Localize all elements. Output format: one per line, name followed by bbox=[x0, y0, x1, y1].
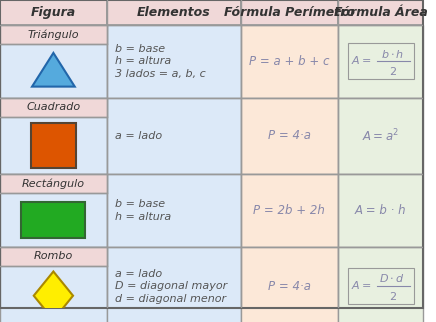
Text: Fórmula Área: Fórmula Área bbox=[334, 6, 427, 19]
Text: Rombo: Rombo bbox=[34, 251, 73, 261]
Text: a = lado: a = lado bbox=[115, 131, 162, 141]
FancyBboxPatch shape bbox=[0, 247, 107, 266]
Text: $A =$: $A =$ bbox=[351, 54, 371, 66]
FancyBboxPatch shape bbox=[21, 202, 85, 238]
Text: Figura: Figura bbox=[31, 6, 76, 19]
FancyBboxPatch shape bbox=[0, 98, 107, 174]
Text: a = lado: a = lado bbox=[115, 269, 162, 279]
FancyBboxPatch shape bbox=[107, 174, 241, 247]
FancyBboxPatch shape bbox=[0, 0, 107, 25]
Text: h = altura: h = altura bbox=[115, 212, 171, 222]
Text: $2$: $2$ bbox=[389, 65, 397, 77]
Text: Triángulo: Triángulo bbox=[27, 29, 79, 40]
Text: 3 lados = a, b, c: 3 lados = a, b, c bbox=[115, 69, 205, 79]
FancyBboxPatch shape bbox=[338, 25, 423, 98]
FancyBboxPatch shape bbox=[347, 43, 413, 80]
Text: Rectángulo: Rectángulo bbox=[22, 178, 85, 189]
Text: $2$: $2$ bbox=[389, 290, 397, 302]
FancyBboxPatch shape bbox=[347, 268, 413, 304]
Text: b = base: b = base bbox=[115, 199, 165, 209]
Text: b = base: b = base bbox=[115, 44, 165, 54]
FancyBboxPatch shape bbox=[0, 25, 107, 44]
FancyBboxPatch shape bbox=[338, 98, 423, 174]
Text: P = 4·a: P = 4·a bbox=[268, 279, 311, 293]
FancyBboxPatch shape bbox=[241, 247, 338, 322]
FancyBboxPatch shape bbox=[338, 0, 423, 25]
Text: Cuadrado: Cuadrado bbox=[26, 102, 81, 112]
Text: $A = a^2$: $A = a^2$ bbox=[362, 128, 399, 144]
FancyBboxPatch shape bbox=[107, 25, 241, 98]
Text: P = 2b + 2h: P = 2b + 2h bbox=[253, 204, 325, 217]
FancyBboxPatch shape bbox=[338, 247, 423, 322]
FancyBboxPatch shape bbox=[107, 98, 241, 174]
Text: P = a + b + c: P = a + b + c bbox=[249, 55, 330, 68]
Text: $D \cdot d$: $D \cdot d$ bbox=[379, 272, 405, 284]
Polygon shape bbox=[32, 53, 75, 87]
Text: Elementos: Elementos bbox=[137, 6, 211, 19]
Polygon shape bbox=[34, 271, 73, 320]
FancyBboxPatch shape bbox=[0, 247, 107, 322]
FancyBboxPatch shape bbox=[0, 98, 107, 117]
Text: d = diagonal menor: d = diagonal menor bbox=[115, 294, 226, 304]
Text: $A =$: $A =$ bbox=[351, 279, 371, 291]
FancyBboxPatch shape bbox=[241, 98, 338, 174]
FancyBboxPatch shape bbox=[31, 123, 76, 167]
FancyBboxPatch shape bbox=[0, 25, 107, 98]
Text: $b \cdot h$: $b \cdot h$ bbox=[381, 48, 404, 60]
FancyBboxPatch shape bbox=[338, 174, 423, 247]
Text: P = 4·a: P = 4·a bbox=[268, 129, 311, 142]
FancyBboxPatch shape bbox=[107, 247, 241, 322]
Text: A = b · h: A = b · h bbox=[355, 204, 406, 217]
FancyBboxPatch shape bbox=[0, 174, 107, 193]
FancyBboxPatch shape bbox=[0, 174, 107, 247]
FancyBboxPatch shape bbox=[241, 0, 338, 25]
Text: h = altura: h = altura bbox=[115, 56, 171, 66]
FancyBboxPatch shape bbox=[241, 25, 338, 98]
Text: Fórmula Perímetro: Fórmula Perímetro bbox=[224, 6, 355, 19]
Text: D = diagonal mayor: D = diagonal mayor bbox=[115, 281, 227, 291]
FancyBboxPatch shape bbox=[241, 174, 338, 247]
FancyBboxPatch shape bbox=[107, 0, 241, 25]
